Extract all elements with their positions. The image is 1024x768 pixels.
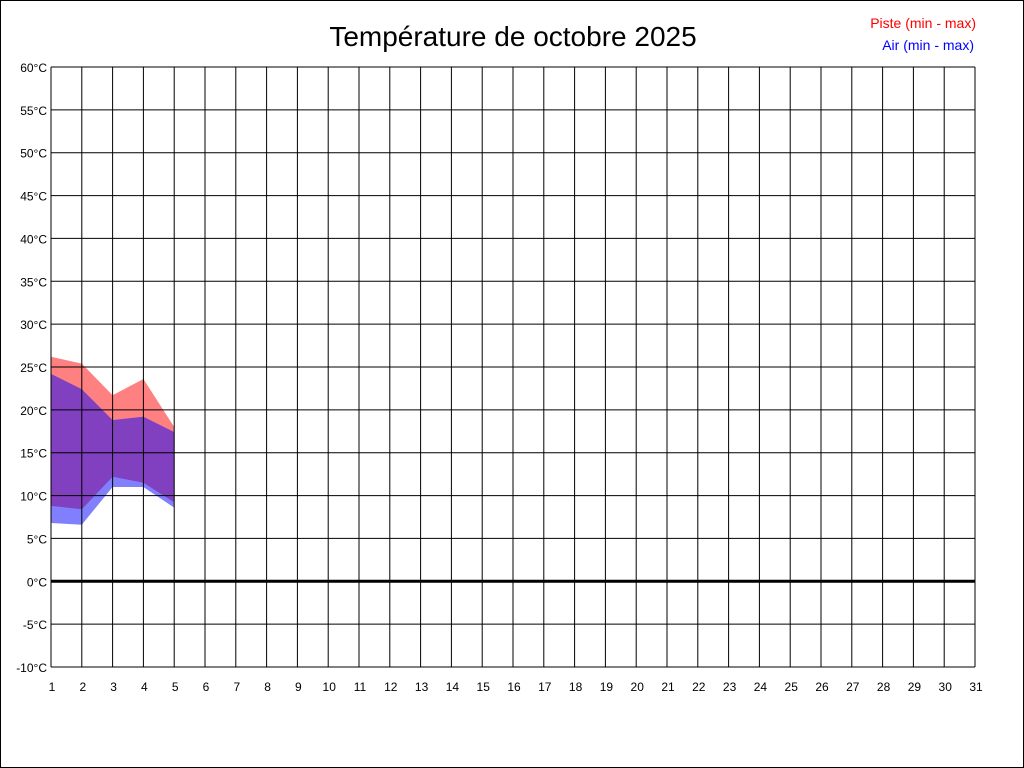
y-tick-label: 30°C [20,318,47,332]
chart-title: Température de octobre 2025 [329,21,696,52]
y-tick-label: 40°C [20,232,47,246]
y-tick-label: 10°C [20,490,47,504]
x-tick-label: 3 [110,680,117,694]
y-tick-label: -5°C [23,618,47,632]
legend-air: Air (min - max) [882,37,974,53]
y-tick-label: 20°C [20,404,47,418]
x-tick-label: 12 [384,680,398,694]
x-tick-label: 23 [723,680,737,694]
y-tick-label: 35°C [20,275,47,289]
x-tick-label: 9 [295,680,302,694]
x-tick-label: 28 [877,680,891,694]
x-tick-label: 27 [846,680,860,694]
y-tick-label: 0°C [27,575,47,589]
x-tick-label: 24 [754,680,768,694]
x-tick-label: 2 [79,680,86,694]
x-tick-label: 30 [939,680,953,694]
x-tick-label: 1 [49,680,56,694]
x-tick-label: 29 [908,680,922,694]
x-tick-label: 21 [661,680,675,694]
y-tick-label: 5°C [27,532,47,546]
x-tick-label: 17 [538,680,552,694]
x-tick-label: 14 [446,680,460,694]
x-tick-label: 4 [141,680,148,694]
x-tick-label: 7 [233,680,240,694]
x-tick-label: 26 [815,680,829,694]
x-tick-label: 18 [569,680,583,694]
x-tick-label: 10 [323,680,337,694]
x-tick-label: 19 [600,680,614,694]
y-tick-label: 55°C [20,104,47,118]
x-tick-label: 16 [507,680,521,694]
x-tick-label: 8 [264,680,271,694]
x-tick-label: 22 [692,680,706,694]
x-tick-label: 15 [477,680,491,694]
y-tick-label: -10°C [16,661,47,675]
y-tick-label: 25°C [20,361,47,375]
x-tick-label: 13 [415,680,429,694]
x-tick-label: 20 [631,680,645,694]
x-tick-label: 25 [785,680,799,694]
x-tick-label: 31 [969,680,983,694]
x-tick-label: 5 [172,680,179,694]
x-tick-label: 11 [354,680,367,694]
y-tick-label: 45°C [20,190,47,204]
x-tick-label: 6 [203,680,210,694]
legend-piste: Piste (min - max) [870,15,976,31]
y-tick-label: 60°C [20,61,47,75]
y-tick-label: 15°C [20,447,47,461]
y-tick-label: 50°C [20,147,47,161]
